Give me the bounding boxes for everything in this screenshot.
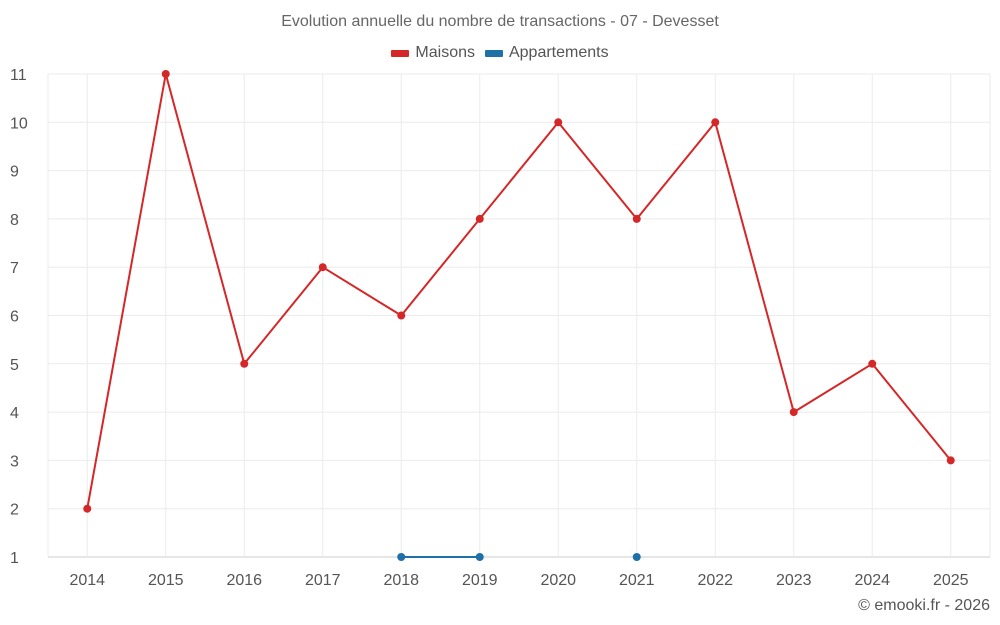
data-point-maisons bbox=[83, 504, 92, 513]
y-tick-label: 11 bbox=[10, 67, 27, 84]
data-point-maisons bbox=[632, 214, 641, 223]
y-tick-label: 5 bbox=[10, 357, 19, 374]
x-tick-label: 2018 bbox=[383, 572, 419, 589]
data-point-maisons bbox=[240, 359, 249, 368]
legend-label-maisons: Maisons bbox=[415, 44, 475, 61]
x-tick-label: 2024 bbox=[854, 572, 890, 589]
y-tick-label: 1 bbox=[10, 550, 19, 567]
data-point-maisons bbox=[161, 70, 170, 78]
data-point-appartements bbox=[632, 553, 641, 561]
chart-title: Evolution annuelle du nombre de transact… bbox=[281, 13, 719, 30]
x-tick-label: 2021 bbox=[619, 572, 655, 589]
data-point-maisons bbox=[868, 359, 877, 368]
legend-item-appartements[interactable]: Appartements bbox=[484, 44, 609, 62]
y-tick-label: 7 bbox=[10, 260, 19, 277]
y-tick-label: 10 bbox=[10, 115, 28, 132]
legend-swatch-appartements bbox=[484, 49, 503, 57]
x-tick-label: 2023 bbox=[776, 572, 812, 589]
x-tick-label: 2019 bbox=[462, 572, 498, 589]
data-point-appartements bbox=[475, 553, 484, 561]
credit-text: © emooki.fr - 2026 bbox=[858, 597, 990, 614]
data-point-maisons bbox=[318, 263, 327, 272]
series-line-maisons bbox=[86, 73, 952, 509]
y-tick-label: 8 bbox=[10, 212, 19, 229]
x-tick-label: 2014 bbox=[69, 572, 105, 589]
data-point-maisons bbox=[946, 456, 955, 465]
legend-swatch-maisons bbox=[391, 49, 410, 57]
chart-legend: Maisons Appartements bbox=[0, 44, 1000, 62]
data-point-maisons bbox=[554, 118, 563, 127]
legend-item-maisons[interactable]: Maisons bbox=[391, 44, 475, 62]
y-tick-label: 6 bbox=[10, 309, 19, 326]
y-tick-label: 9 bbox=[10, 164, 19, 181]
data-point-appartements bbox=[397, 553, 406, 561]
data-point-maisons bbox=[397, 311, 406, 320]
data-point-maisons bbox=[475, 214, 484, 223]
y-tick-label: 4 bbox=[10, 405, 19, 422]
data-point-maisons bbox=[711, 118, 720, 127]
y-tick-label: 3 bbox=[10, 453, 19, 470]
x-tick-label: 2020 bbox=[540, 572, 576, 589]
data-point-maisons bbox=[789, 408, 798, 417]
x-tick-label: 2022 bbox=[697, 572, 733, 589]
x-tick-label: 2025 bbox=[933, 572, 969, 589]
x-tick-label: 2015 bbox=[148, 572, 184, 589]
x-tick-label: 2016 bbox=[226, 572, 262, 589]
x-tick-label: 2017 bbox=[305, 572, 341, 589]
y-tick-label: 2 bbox=[10, 502, 19, 519]
legend-label-appartements: Appartements bbox=[508, 44, 609, 61]
